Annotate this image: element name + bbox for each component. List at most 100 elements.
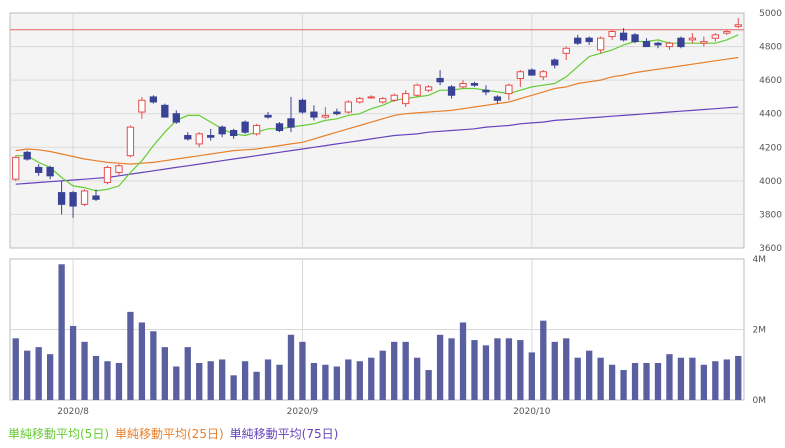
volume-bar bbox=[196, 362, 203, 400]
candle bbox=[310, 105, 318, 121]
volume-bar bbox=[35, 347, 42, 400]
candle-body bbox=[275, 123, 284, 131]
price-tick-label: 4600 bbox=[759, 76, 782, 86]
price-tick-label: 5000 bbox=[759, 9, 782, 19]
candle bbox=[207, 128, 215, 141]
volume-bar bbox=[173, 366, 180, 400]
volume-bar bbox=[264, 359, 272, 400]
candle bbox=[516, 70, 525, 87]
volume-bar bbox=[104, 361, 111, 400]
candle bbox=[551, 58, 559, 69]
volume-tick-label: 4M bbox=[753, 255, 767, 265]
volume-bar bbox=[219, 359, 226, 400]
volume-bar bbox=[92, 355, 100, 400]
candle-body bbox=[264, 114, 272, 118]
volume-bar bbox=[620, 370, 627, 400]
candle-body bbox=[688, 37, 697, 41]
candle-body bbox=[654, 42, 662, 46]
volume-bar bbox=[654, 362, 662, 400]
candle-body bbox=[470, 83, 479, 86]
volume-bar bbox=[425, 370, 432, 400]
candle-body bbox=[539, 71, 547, 78]
volume-bar bbox=[631, 362, 639, 400]
candle-body bbox=[46, 166, 54, 177]
ma25-line bbox=[15, 56, 739, 165]
volume-bar bbox=[459, 322, 467, 400]
candle-body bbox=[596, 37, 605, 51]
candle-body bbox=[287, 118, 295, 128]
candle bbox=[539, 70, 547, 81]
candle bbox=[654, 41, 662, 49]
candle-body bbox=[723, 30, 731, 34]
candle-body bbox=[80, 190, 89, 205]
candle-body bbox=[631, 34, 639, 43]
candle bbox=[92, 189, 100, 201]
candle bbox=[138, 96, 146, 119]
candle-body bbox=[436, 77, 444, 83]
candle-body bbox=[493, 96, 502, 101]
candle bbox=[184, 132, 192, 141]
candle-body bbox=[241, 121, 249, 133]
volume-bar bbox=[597, 357, 604, 400]
candle bbox=[424, 85, 433, 92]
volume-bar bbox=[402, 341, 409, 400]
volume-bar bbox=[505, 338, 513, 400]
price-plot-area bbox=[9, 12, 745, 249]
candle bbox=[356, 96, 364, 104]
volume-bar bbox=[471, 340, 478, 400]
candle bbox=[252, 123, 261, 136]
legend-entry: 単純移動平均(75日) bbox=[230, 427, 339, 441]
volume-bar bbox=[643, 362, 650, 400]
volume-bar bbox=[356, 361, 363, 400]
volume-bar bbox=[333, 366, 341, 400]
candle bbox=[723, 29, 731, 35]
volume-bar bbox=[574, 357, 581, 400]
volume-bar bbox=[253, 371, 260, 400]
candle bbox=[149, 95, 158, 104]
volume-bar bbox=[276, 364, 283, 400]
candle-body bbox=[344, 101, 352, 113]
volume-bar bbox=[586, 350, 593, 400]
candle bbox=[596, 36, 605, 54]
x-tick-label: 2020/9 bbox=[287, 407, 319, 417]
price-tick-label: 3600 bbox=[759, 244, 782, 254]
candle bbox=[80, 189, 89, 207]
volume-bar bbox=[241, 361, 249, 400]
price-panel: 3600 3800 4000 4200 4400 4600 4800 5000 bbox=[9, 9, 782, 254]
volume-bar bbox=[138, 322, 146, 400]
candle-body bbox=[149, 96, 158, 103]
volume-bar bbox=[528, 352, 535, 400]
candle-body bbox=[562, 47, 570, 54]
candle-body bbox=[69, 192, 77, 207]
volume-bar bbox=[666, 354, 673, 400]
volume-bar bbox=[436, 334, 444, 400]
candle-body bbox=[665, 42, 674, 48]
candle bbox=[482, 85, 490, 96]
candle-body bbox=[574, 37, 582, 44]
volume-bar bbox=[207, 361, 214, 400]
volume-bar bbox=[299, 341, 306, 400]
candle bbox=[69, 190, 77, 218]
volume-bar bbox=[494, 338, 501, 400]
price-tick-label: 4400 bbox=[759, 110, 782, 120]
candle-body bbox=[619, 32, 628, 41]
candle bbox=[665, 41, 674, 50]
candle-body bbox=[126, 126, 135, 157]
volume-bar bbox=[689, 357, 696, 400]
legend-entry: 単純移動平均(25日) bbox=[115, 427, 224, 441]
candle bbox=[734, 18, 742, 29]
x-tick-label: 2020/8 bbox=[57, 407, 89, 417]
candle bbox=[275, 122, 284, 133]
candle bbox=[46, 165, 54, 180]
candle bbox=[413, 83, 421, 97]
volume-bar bbox=[161, 347, 168, 400]
candle-body bbox=[379, 98, 387, 103]
candle-body bbox=[57, 192, 66, 205]
candle bbox=[241, 120, 249, 134]
candle-body bbox=[298, 99, 307, 113]
candle-body bbox=[333, 111, 341, 115]
x-axis: 2020/8 2020/9 2020/10 bbox=[57, 407, 551, 417]
candle bbox=[505, 83, 513, 101]
candle bbox=[23, 150, 31, 161]
